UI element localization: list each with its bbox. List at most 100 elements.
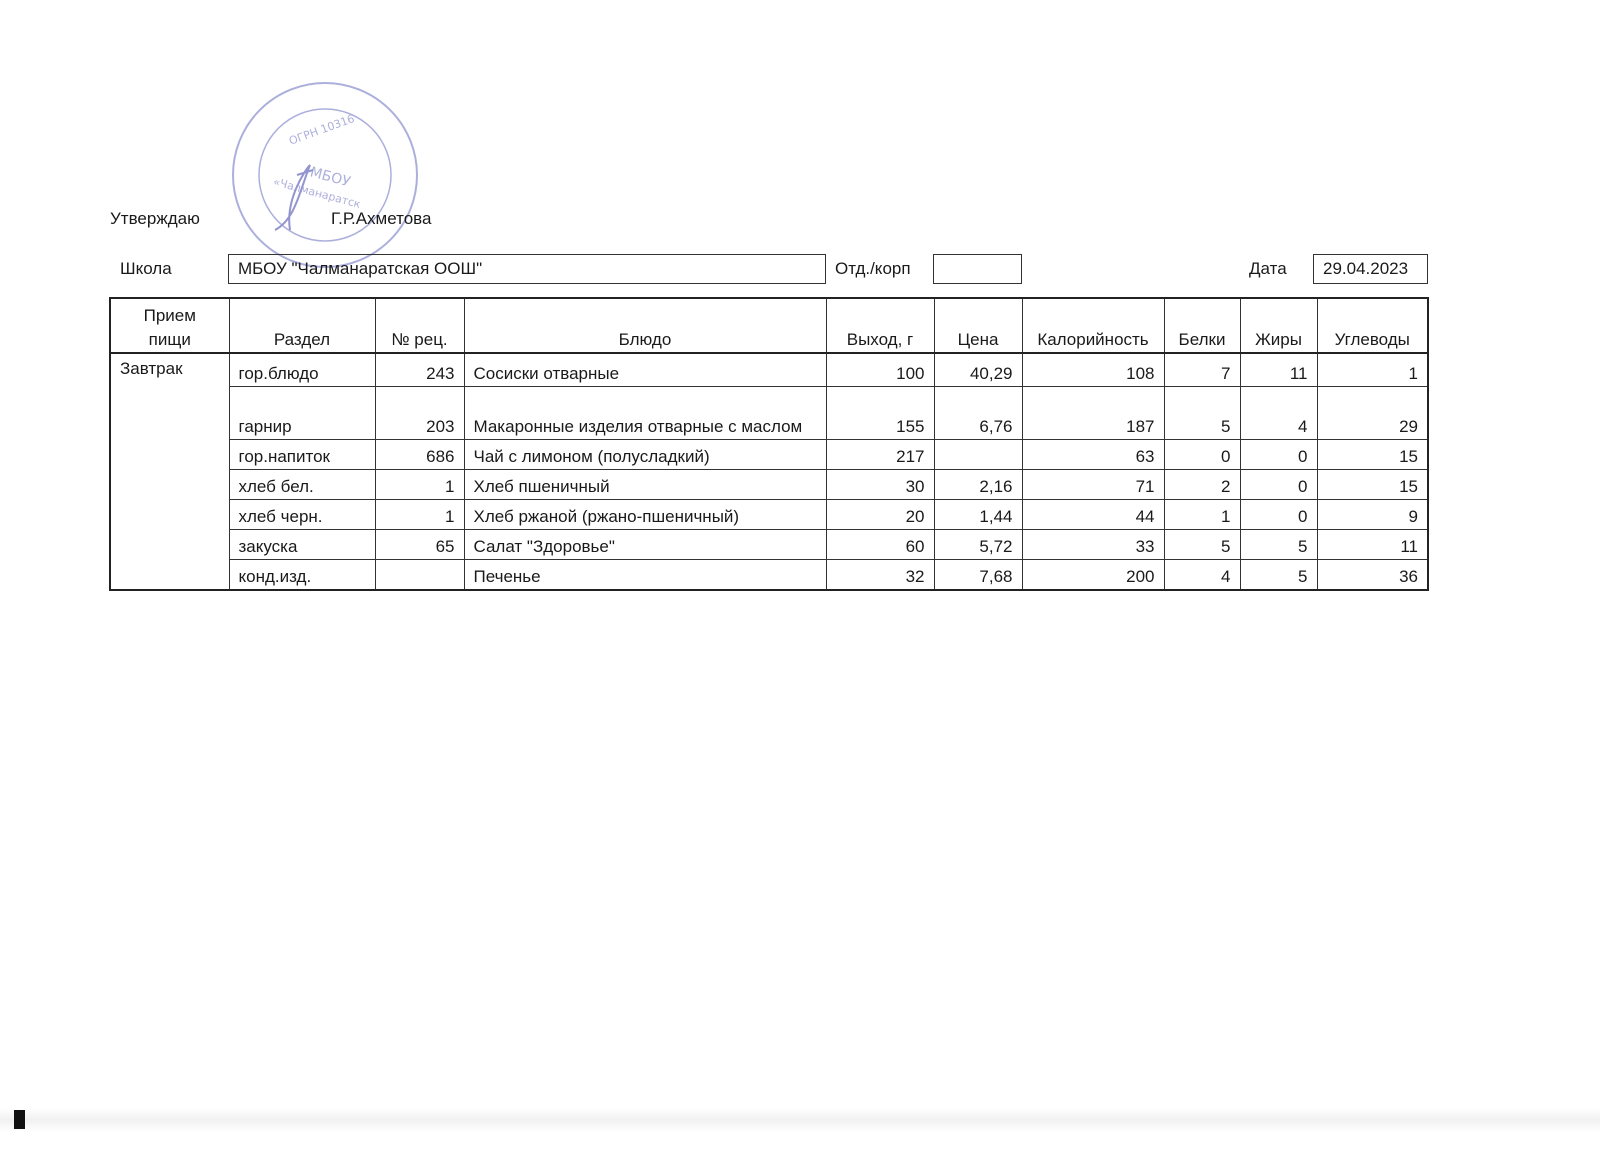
table-row: конд.изд. Печенье 32 7,68 200 4 5 36 <box>109 558 1429 590</box>
scan-mark <box>14 1110 25 1129</box>
fat-cell: 0 <box>1239 438 1318 470</box>
column-header: Блюдо <box>463 297 827 354</box>
scan-edge <box>0 1108 1600 1132</box>
signatory-name: Г.Р.Ахметова <box>331 209 432 228</box>
table-row: Завтрак гор.блюдо 243 Сосиски отварные 100 40… <box>109 352 1429 387</box>
header-row: Прием пищи Раздел № рец. Блюдо Выход, г Цена К… <box>109 297 1429 354</box>
table-row: закуска 65 Салат "Здоровье" 60 5,72 33 5 5 11 <box>109 528 1429 560</box>
recipe-number-cell: 243 <box>374 352 465 387</box>
yield-cell: 32 <box>825 558 935 590</box>
protein-cell: 1 <box>1163 498 1241 530</box>
meal-cell-empty <box>109 469 230 499</box>
dish-cell: Печенье <box>463 558 827 590</box>
dish-cell: Сосиски отварные <box>463 352 827 387</box>
protein-cell: 2 <box>1163 468 1241 500</box>
recipe-number-cell <box>374 558 465 590</box>
school-stamp: МБОУ «Чалманаратск ОГРН 10316 <box>232 82 418 268</box>
dish-cell: Хлеб пшеничный <box>463 468 827 500</box>
table-row: гарнир 203 Макаронные изделия отварные с м… <box>109 385 1429 440</box>
dish-cell: Макаронные изделия отварные с маслом <box>463 385 827 440</box>
calories-cell: 44 <box>1021 498 1165 530</box>
column-header: № рец. <box>374 297 465 354</box>
price-cell: 1,44 <box>933 498 1023 530</box>
fat-cell: 11 <box>1239 352 1318 387</box>
fat-cell: 5 <box>1239 558 1318 590</box>
protein-cell: 7 <box>1163 352 1241 387</box>
section-cell: хлеб бел. <box>228 468 376 500</box>
fat-cell: 0 <box>1239 498 1318 530</box>
carbs-cell: 29 <box>1316 385 1429 440</box>
column-header: Углеводы <box>1316 297 1429 354</box>
meal-cell-empty <box>109 499 230 529</box>
protein-cell: 4 <box>1163 558 1241 590</box>
yield-cell: 100 <box>825 352 935 387</box>
price-cell: 40,29 <box>933 352 1023 387</box>
dept-field <box>933 254 1022 284</box>
meal-cell-empty <box>109 559 230 590</box>
column-header: Выход, г <box>825 297 935 354</box>
section-cell: гарнир <box>228 385 376 440</box>
approval-label: Утверждаю <box>110 209 200 228</box>
section-cell: хлеб черн. <box>228 498 376 530</box>
calories-cell: 200 <box>1021 558 1165 590</box>
calories-cell: 33 <box>1021 528 1165 560</box>
section-cell: конд.изд. <box>228 558 376 590</box>
signature <box>274 164 314 231</box>
recipe-number-cell: 1 <box>374 498 465 530</box>
yield-cell: 217 <box>825 438 935 470</box>
yield-cell: 20 <box>825 498 935 530</box>
section-cell: гор.напиток <box>228 438 376 470</box>
calories-cell: 108 <box>1021 352 1165 387</box>
dish-cell: Салат "Здоровье" <box>463 528 827 560</box>
fat-cell: 0 <box>1239 468 1318 500</box>
meal-cell-empty <box>109 529 230 559</box>
carbs-cell: 15 <box>1316 438 1429 470</box>
column-header: Белки <box>1163 297 1241 354</box>
column-header: Цена <box>933 297 1023 354</box>
svg-text:ОГРН 10316: ОГРН 10316 <box>287 112 356 148</box>
yield-cell: 30 <box>825 468 935 500</box>
price-cell: 5,72 <box>933 528 1023 560</box>
table-row: хлеб черн. 1 Хлеб ржаной (ржано-пшеничный)… <box>109 498 1429 530</box>
carbs-cell: 1 <box>1316 352 1429 387</box>
calories-cell: 71 <box>1021 468 1165 500</box>
meal-cell-empty <box>109 439 230 469</box>
price-cell: 6,76 <box>933 385 1023 440</box>
price-cell: 7,68 <box>933 558 1023 590</box>
section-cell: закуска <box>228 528 376 560</box>
column-header: Калорийность <box>1021 297 1165 354</box>
school-label: Школа <box>120 259 172 278</box>
column-header: Жиры <box>1239 297 1318 354</box>
carbs-cell: 11 <box>1316 528 1429 560</box>
recipe-number-cell: 686 <box>374 438 465 470</box>
carbs-cell: 15 <box>1316 468 1429 500</box>
protein-cell: 5 <box>1163 528 1241 560</box>
carbs-cell: 9 <box>1316 498 1429 530</box>
meal-cell: Завтрак <box>109 352 230 386</box>
recipe-number-cell: 65 <box>374 528 465 560</box>
column-header: Прием пищи <box>109 297 230 354</box>
column-header: Раздел <box>228 297 376 354</box>
school-field: МБОУ "Чалманаратская ООШ" <box>228 254 826 284</box>
dish-cell: Чай с лимоном (полусладкий) <box>463 438 827 470</box>
date-field: 29.04.2023 <box>1313 254 1428 284</box>
table-row: хлеб бел. 1 Хлеб пшеничный 30 2,16 71 2 0 15 <box>109 468 1429 500</box>
recipe-number-cell: 1 <box>374 468 465 500</box>
table-row: гор.напиток 686 Чай с лимоном (полусладкий… <box>109 438 1429 470</box>
protein-cell: 0 <box>1163 438 1241 470</box>
dish-cell: Хлеб ржаной (ржано-пшеничный) <box>463 498 827 530</box>
yield-cell: 155 <box>825 385 935 440</box>
section-cell: гор.блюдо <box>228 352 376 387</box>
protein-cell: 5 <box>1163 385 1241 440</box>
menu-table: Прием пищи Раздел № рец. Блюдо Выход, г Цена К… <box>109 297 1429 591</box>
recipe-number-cell: 203 <box>374 385 465 440</box>
dept-label: Отд./корп <box>835 259 911 278</box>
date-label: Дата <box>1249 259 1287 278</box>
price-cell: 2,16 <box>933 468 1023 500</box>
calories-cell: 187 <box>1021 385 1165 440</box>
calories-cell: 63 <box>1021 438 1165 470</box>
price-cell <box>933 438 1023 470</box>
carbs-cell: 36 <box>1316 558 1429 590</box>
fat-cell: 5 <box>1239 528 1318 560</box>
fat-cell: 4 <box>1239 385 1318 440</box>
